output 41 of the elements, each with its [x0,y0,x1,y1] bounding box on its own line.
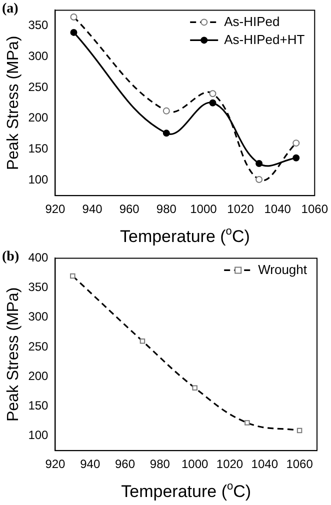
y-tick-label: 300 [28,48,49,63]
x-tick-label: 1020 [216,457,244,472]
point [256,160,263,167]
x-tick-label: 960 [115,457,136,472]
legend-label: Wrought [258,262,308,277]
legend-label: As-HIPed [224,14,280,29]
x-tick-label: 920 [45,457,66,472]
y-tick-label: 300 [28,310,49,324]
point [162,130,170,137]
x-tick-label: 920 [45,202,66,216]
chart-title: (b) [2,250,20,265]
x-tick-label: 960 [119,202,140,216]
x-tick-label: 1000 [181,457,209,472]
point [292,154,300,162]
y-axis-title: Peak Stress (MPa) [5,287,22,422]
y-tick-label: 150 [28,142,49,156]
y-tick-label: 100 [28,428,49,442]
y-tick-label: 250 [28,80,49,94]
y-tick-label: 200 [28,110,49,125]
y-tick-label: 200 [28,368,49,383]
y-tick-label: 150 [28,398,49,413]
x-tick-label: 980 [150,457,170,472]
x-tick-label: 1040 [251,457,278,472]
x-tick-label: 1060 [301,202,328,216]
legend-label: As-HIPed+HT [224,32,305,47]
x-tick-label: 1060 [286,457,314,472]
y-axis-title: Peak Stress (MPa) [5,36,22,170]
x-tick-label: 1000 [190,202,218,216]
x-tick-label: 1020 [227,202,254,216]
y-tick-label: 350 [28,280,49,294]
x-tick-label: 980 [156,202,177,216]
x-tick-label: 940 [80,457,100,472]
point [209,99,216,106]
y-tick-label: 250 [28,339,49,354]
y-tick-label: 400 [28,250,49,265]
y-tick-label: 100 [28,172,49,186]
x-tick-label: 940 [82,202,103,216]
point [70,28,78,36]
chart-title: (a) [2,2,19,17]
x-tick-label: 1040 [264,202,292,216]
y-tick-label: 350 [28,18,49,32]
